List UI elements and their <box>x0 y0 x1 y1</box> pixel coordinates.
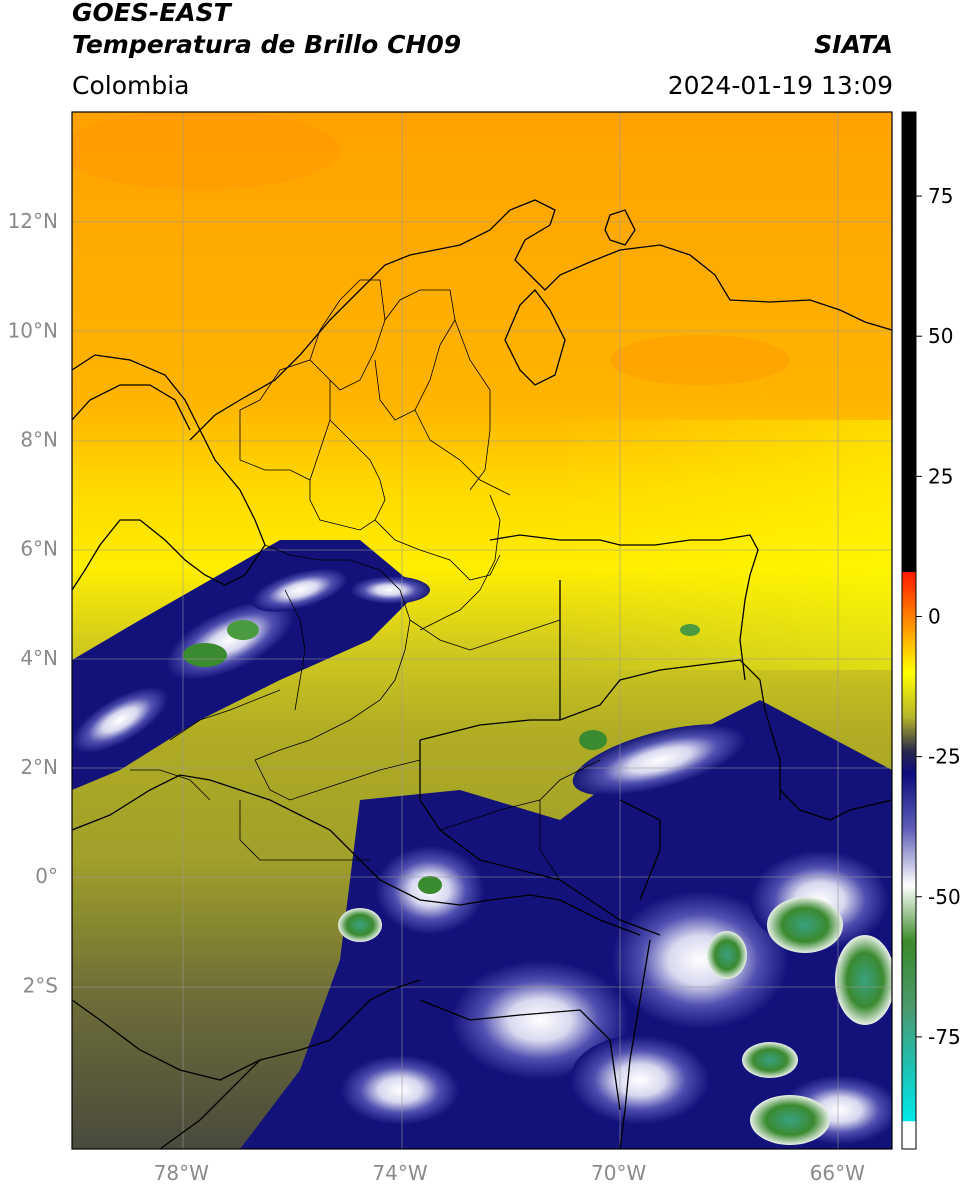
lat-tick-label: 6°N <box>20 537 58 561</box>
lat-tick-label: 8°N <box>20 427 58 451</box>
lat-tick-label: 0° <box>35 864 58 888</box>
lon-tick-label: 78°W <box>154 1161 209 1185</box>
colorbar-tick-label: -50 <box>928 885 961 909</box>
lon-tick-label: 66°W <box>810 1161 865 1185</box>
gridlines <box>72 112 892 1149</box>
colorbar-tick-label: 25 <box>928 464 953 488</box>
colorbar-tick-label: -75 <box>928 1025 961 1049</box>
lat-tick-label: 2°S <box>23 973 58 997</box>
agency-label: SIATA <box>814 30 893 59</box>
longitude-axis: 78°W 74°W 70°W 66°W <box>154 1161 865 1185</box>
map-image <box>72 112 892 1149</box>
colorbar-tick-label: 50 <box>928 324 953 348</box>
lat-tick-label: 4°N <box>20 646 58 670</box>
map-frame <box>71 111 893 1150</box>
country-borders <box>72 199 892 1149</box>
latitude-axis: 12°N 10°N 8°N 6°N 4°N 2°N 0° 2°S <box>8 209 58 997</box>
satellite-title: GOES-EAST <box>72 0 231 27</box>
lat-tick-label: 2°N <box>20 755 58 779</box>
colorbar-ticks: 75 50 25 0 -25 -50 -75 <box>916 184 961 1049</box>
lat-tick-label: 10°N <box>8 318 58 342</box>
lon-tick-label: 70°W <box>591 1161 646 1185</box>
colorbar <box>901 111 917 1150</box>
colorbar-tick-label: 0 <box>928 604 941 628</box>
department-borders <box>130 279 601 881</box>
datetime-label: 2024-01-19 13:09 <box>667 71 893 100</box>
product-title: Temperatura de Brillo CH09 <box>72 30 462 59</box>
lat-tick-label: 12°N <box>8 209 58 233</box>
region-label: Colombia <box>72 71 190 100</box>
lon-tick-label: 74°W <box>372 1161 427 1185</box>
colorbar-tick-label: 75 <box>928 184 953 208</box>
colorbar-tick-label: -25 <box>928 745 961 769</box>
